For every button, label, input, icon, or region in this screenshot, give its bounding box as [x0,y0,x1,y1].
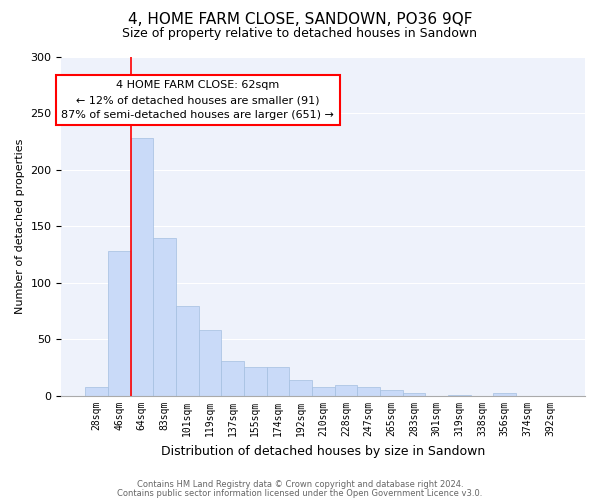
Y-axis label: Number of detached properties: Number of detached properties [15,138,25,314]
Bar [380,390,403,396]
Bar [403,392,425,396]
Bar [448,395,470,396]
Bar [199,330,221,396]
Bar [266,366,289,396]
Bar [289,380,312,396]
Text: 4, HOME FARM CLOSE, SANDOWN, PO36 9QF: 4, HOME FARM CLOSE, SANDOWN, PO36 9QF [128,12,472,28]
Bar [85,387,108,396]
Bar [335,384,357,396]
Text: Size of property relative to detached houses in Sandown: Size of property relative to detached ho… [122,28,478,40]
X-axis label: Distribution of detached houses by size in Sandown: Distribution of detached houses by size … [161,444,485,458]
Bar [357,387,380,396]
Bar [312,387,335,396]
Bar [153,238,176,396]
Text: Contains HM Land Registry data © Crown copyright and database right 2024.: Contains HM Land Registry data © Crown c… [137,480,463,489]
Bar [244,366,266,396]
Bar [131,138,153,396]
Bar [176,306,199,396]
Bar [493,392,516,396]
Text: 4 HOME FARM CLOSE: 62sqm
← 12% of detached houses are smaller (91)
87% of semi-d: 4 HOME FARM CLOSE: 62sqm ← 12% of detach… [61,80,334,120]
Bar [108,251,131,396]
Text: Contains public sector information licensed under the Open Government Licence v3: Contains public sector information licen… [118,489,482,498]
Bar [221,361,244,396]
